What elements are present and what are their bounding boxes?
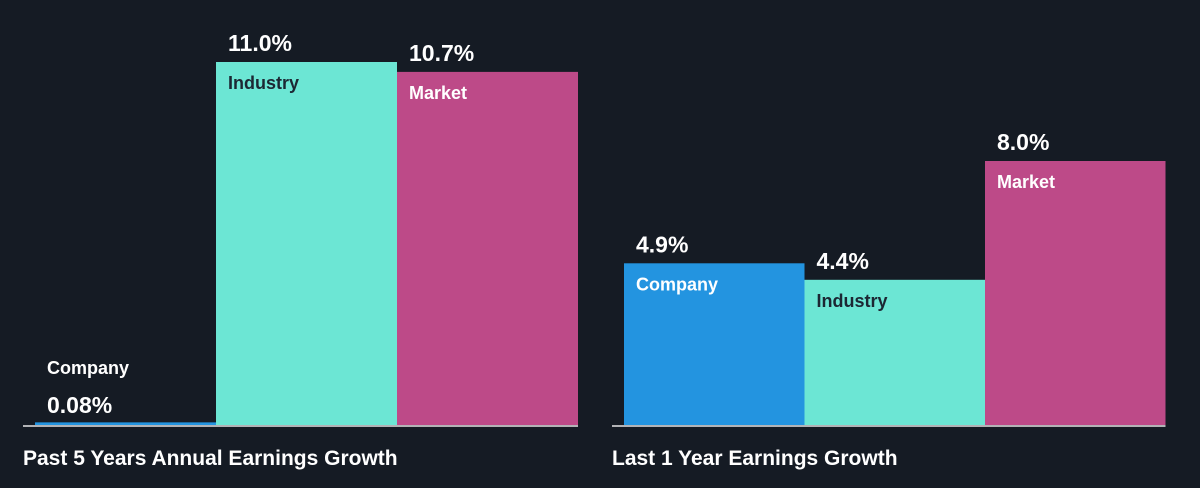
value-label-market: 8.0%	[997, 129, 1049, 155]
value-label-industry: 11.0%	[228, 30, 292, 56]
bar-industry	[804, 279, 985, 425]
category-label-company: Company	[636, 274, 718, 294]
bar-market	[985, 161, 1166, 425]
category-label-market: Market	[997, 172, 1055, 192]
bar-company	[35, 422, 216, 425]
bar-industry	[216, 62, 397, 425]
bar-company	[624, 263, 805, 425]
bar-market	[397, 71, 578, 426]
chart-panels: 0.08% Company 11.0% Industry 10.7% Market Past…	[23, 30, 1166, 470]
panel-1: 0.08% Company 11.0% Industry 10.7% Market Past…	[23, 30, 578, 470]
value-label-company: 4.9%	[636, 231, 688, 257]
category-label-market: Market	[409, 83, 467, 103]
chart-title: Past 5 Years Annual Earnings Growth	[23, 447, 398, 470]
value-label-industry: 4.4%	[817, 248, 869, 274]
value-label-company: 0.08%	[47, 392, 112, 418]
panel-2: 4.9% Company 4.4% Industry 8.0% Market Last 1 …	[612, 129, 1166, 470]
category-label-company: Company	[47, 358, 129, 378]
category-label-industry: Industry	[817, 291, 888, 311]
category-label-industry: Industry	[228, 73, 299, 93]
chart-title: Last 1 Year Earnings Growth	[612, 447, 898, 470]
value-label-market: 10.7%	[409, 40, 474, 66]
